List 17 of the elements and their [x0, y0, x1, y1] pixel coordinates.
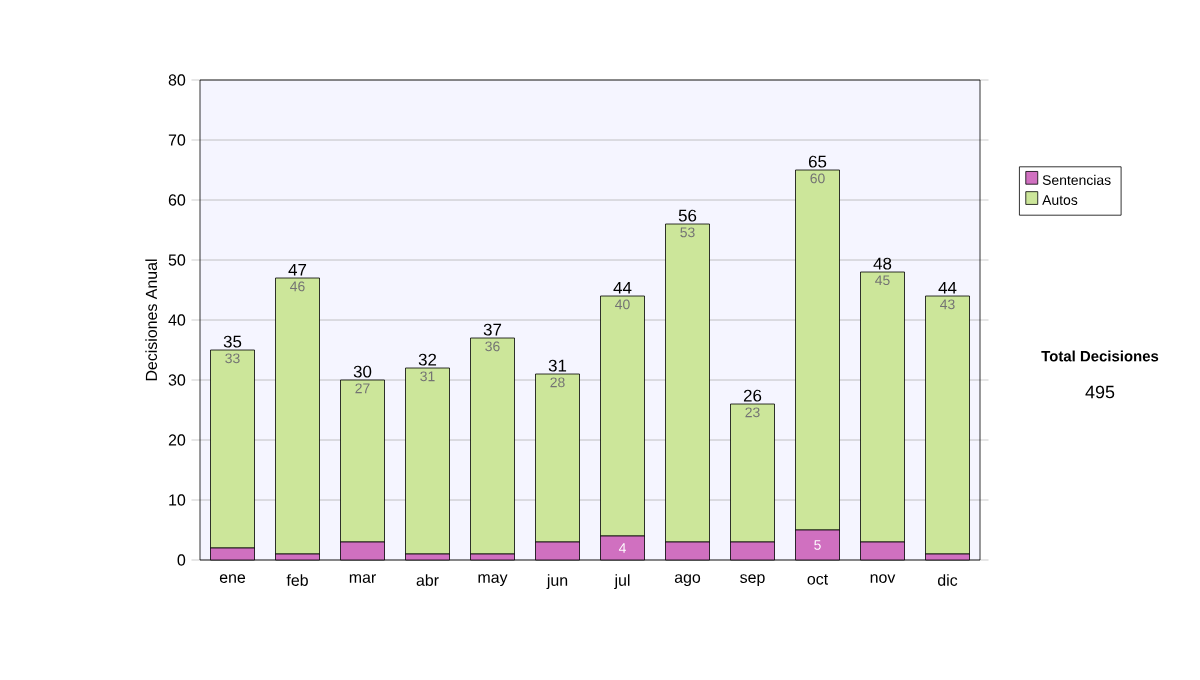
total-label: 26 — [743, 389, 762, 402]
total-label: 35 — [223, 335, 242, 348]
bar — [275, 277, 320, 555]
total-label: 65 — [808, 155, 827, 168]
total-label: 37 — [483, 323, 502, 336]
total-label: 44 — [938, 281, 957, 294]
total-label: 47 — [288, 263, 307, 276]
total-label: 30 — [353, 365, 372, 378]
bar — [405, 367, 450, 555]
text: 495 — [1085, 385, 1115, 399]
bar — [470, 337, 515, 555]
total-label: 32 — [418, 353, 437, 366]
total-label: 31 — [548, 359, 567, 372]
total-label: 48 — [873, 257, 892, 270]
total-label: 44 — [613, 281, 632, 294]
total-label: 56 — [678, 209, 697, 222]
bar — [925, 295, 970, 555]
